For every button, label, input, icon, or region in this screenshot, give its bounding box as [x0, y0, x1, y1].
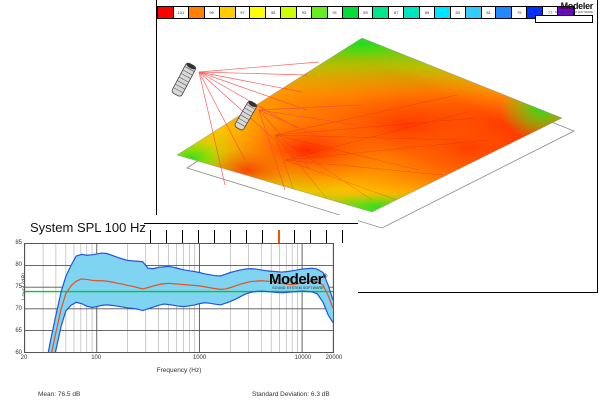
- colorbar-swatch: [434, 7, 451, 18]
- plot-area[interactable]: [24, 243, 334, 353]
- colorbar-swatch: [281, 7, 298, 18]
- logo-tagline-large: SOUND SYSTEM SOFTWARE: [272, 286, 324, 290]
- colorbar-tick-label: 87: [389, 7, 405, 18]
- ruler-tick: [230, 230, 231, 243]
- ruler-tick: [294, 230, 295, 243]
- ray-lines: [198, 61, 363, 191]
- x-axis-tick: 100: [91, 355, 102, 361]
- colorbar-tick-label: 83: [450, 7, 466, 18]
- ruler-tick: [262, 230, 263, 243]
- 3d-view-panel[interactable]: 101 99 97 95 93 91 89 87 85 83 81 79 77 Modeler SOUN…: [156, 0, 598, 293]
- colorbar-swatch: [158, 7, 174, 18]
- colorbar-swatch: [465, 7, 482, 18]
- std-dev-stat: Standard Deviation: 6.3 dB: [252, 391, 330, 398]
- logo-tagline-small: SOUND SYSTEM SOFTWARE: [554, 11, 593, 14]
- upper-bound-curve: [47, 252, 333, 352]
- spl-colorbar-legend[interactable]: 101 99 97 95 93 91 89 87 85 83 81 79 77: [157, 6, 575, 19]
- logo-text-large: Modeler: [269, 271, 324, 288]
- ruler-tick: [166, 230, 167, 243]
- colorbar-swatch: [404, 7, 421, 18]
- colorbar-swatch: [219, 7, 236, 18]
- frequency-ruler[interactable]: [144, 223, 358, 243]
- logo-text-small: Modeler: [560, 1, 594, 11]
- lower-bound-curve: [54, 290, 333, 352]
- ruler-tick: [150, 230, 151, 243]
- chart-title: System SPL 100 Hz: [30, 220, 146, 235]
- colorbar-swatch: [373, 7, 390, 18]
- loudspeaker-array-1: [171, 62, 197, 97]
- colorbar-tick-label: 101: [174, 7, 189, 18]
- colorbar-swatch: [496, 7, 513, 18]
- ruler-tick: [326, 230, 327, 243]
- colorbar-tick-label: 99: [204, 7, 220, 18]
- y-axis-tick: 65: [15, 328, 22, 334]
- colorbar-tick-label: 89: [358, 7, 374, 18]
- colorbar-swatch: [311, 7, 328, 18]
- colorbar-tick-label: 85: [420, 7, 435, 18]
- y-axis-tick: 80: [15, 262, 22, 268]
- loudspeaker-array-2: [234, 100, 257, 131]
- ruler-tick: [182, 230, 183, 243]
- y-axis-tick: 70: [15, 306, 22, 312]
- x-axis-label: Frequency (Hz): [156, 367, 202, 374]
- ruler-tick-active: [278, 230, 280, 243]
- colorbar-swatch: [527, 7, 544, 18]
- mean-spl-curve: [51, 278, 333, 352]
- colorbar-tick-label: 81: [481, 7, 497, 18]
- y-axis-tick: 75: [15, 284, 22, 290]
- colorbar-tick-label: 77: [543, 7, 558, 18]
- plot-area-wrapper: Level (dB) 60657075808520100100010000200…: [15, 240, 342, 361]
- colorbar-swatch: [557, 7, 574, 18]
- mean-stat: Mean: 76.5 dB: [38, 391, 81, 398]
- ruler-tick: [342, 230, 343, 243]
- coverage-surface: [171, 37, 575, 229]
- colorbar-swatch: [188, 7, 205, 18]
- x-axis-tick: 20: [20, 355, 28, 361]
- logo-underbar: [535, 15, 593, 23]
- ruler-tick: [214, 230, 215, 243]
- std-dev-band: [48, 253, 333, 352]
- colorbar-tick-label: 91: [327, 7, 343, 18]
- x-axis-tick: 1000: [192, 355, 207, 361]
- colorbar-tick-label: 93: [297, 7, 312, 18]
- colorbar-tick-label: 95: [266, 7, 282, 18]
- colorbar-swatch: [342, 7, 359, 18]
- colorbar-tick-label: 97: [235, 7, 251, 18]
- modeler-logo-large: Modeler® SOUND SYSTEM SOFTWARE: [269, 270, 327, 290]
- x-axis-tick: 10000: [294, 355, 312, 361]
- spl-curves: [25, 244, 333, 352]
- x-axis-tick: 20000: [325, 355, 343, 361]
- ruler-tick: [198, 230, 199, 243]
- colorbar-swatch: [250, 7, 267, 18]
- y-axis-tick: 60: [15, 350, 22, 356]
- ruler-tick: [310, 230, 311, 243]
- modeler-logo-small: Modeler SOUND SYSTEM SOFTWARE: [535, 1, 593, 23]
- registered-mark: ®: [323, 274, 327, 280]
- colorbar-tick-label: 79: [512, 7, 528, 18]
- spl-chart-panel[interactable]: System SPL 100 Hz Level (dB) 60657075808…: [0, 215, 358, 408]
- y-axis-tick: 85: [15, 240, 22, 246]
- ruler-tick: [246, 230, 247, 243]
